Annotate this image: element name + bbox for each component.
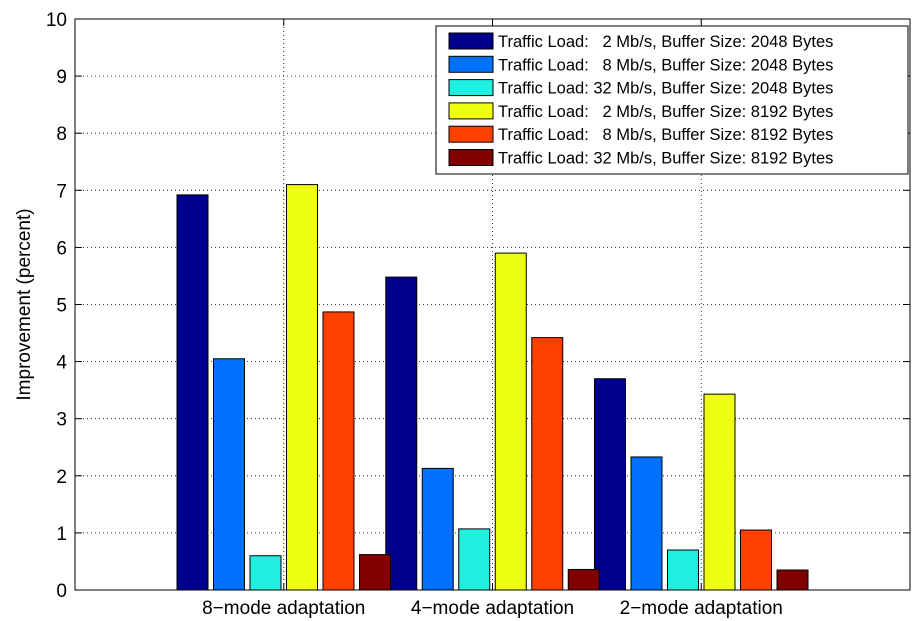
bar-series [176, 194, 626, 591]
axis-ticks [75, 18, 910, 591]
y-tick-label: 6 [56, 238, 67, 259]
y-axis-label: Improvement (percent) [14, 208, 35, 400]
bar [594, 378, 626, 591]
x-axis-tick-labels: 8−mode adaptation 4−mode adaptation 2−mode… [202, 598, 783, 619]
y-tick-label: 7 [56, 181, 67, 202]
legend-label: Traffic Load: 2 Mb/s, Buffer Size: 8192 … [498, 103, 833, 121]
y-tick-label: 5 [56, 296, 67, 317]
y-tick-label: 10 [46, 10, 67, 31]
legend-item: Traffic Load: 32 Mb/s, Buffer Size: 2048… [448, 79, 833, 98]
legend-label: Traffic Load: 2 Mb/s, Buffer Size: 2048 … [498, 33, 833, 51]
bar [531, 337, 564, 591]
bar [421, 467, 454, 591]
bar [667, 549, 699, 591]
bar [567, 568, 600, 591]
bar [249, 555, 282, 591]
legend-item: Traffic Load: 32 Mb/s, Buffer Size: 8192… [448, 149, 833, 168]
bar [322, 311, 355, 591]
legend-label: Traffic Load: 32 Mb/s, Buffer Size: 2048… [498, 80, 833, 98]
y-tick-label: 1 [56, 524, 67, 545]
legend-swatch [448, 102, 494, 120]
legend-swatch [448, 125, 494, 143]
bar [176, 194, 209, 591]
y-tick-label: 8 [56, 124, 67, 145]
legend-item: Traffic Load: 2 Mb/s, Buffer Size: 8192 … [448, 102, 833, 121]
bar-series [359, 554, 809, 591]
legend-item: Traffic Load: 2 Mb/s, Buffer Size: 2048 … [448, 32, 833, 51]
y-tick-label: 2 [56, 467, 67, 488]
legend-swatch [448, 79, 494, 97]
x-tick-label: 2−mode adaptation [620, 598, 783, 619]
bar [385, 276, 418, 591]
bars [176, 184, 809, 591]
y-tick-label: 0 [56, 581, 67, 602]
bar [458, 528, 491, 591]
legend-item: Traffic Load: 8 Mb/s, Buffer Size: 8192 … [448, 125, 833, 144]
bar-series [249, 528, 699, 591]
legend-swatch [448, 149, 494, 166]
bar [630, 456, 663, 591]
legend: Traffic Load: 2 Mb/s, Buffer Size: 2048 … [435, 25, 909, 175]
bar [286, 184, 318, 591]
y-axis-tick-labels: 0 1 2 3 4 5 6 7 8 9 10 [46, 10, 68, 602]
legend-swatch [448, 55, 494, 73]
x-tick-label: 8−mode adaptation [202, 598, 365, 619]
bar [213, 358, 245, 591]
y-tick-label: 9 [56, 67, 67, 88]
bar [740, 529, 772, 591]
legend-label: Traffic Load: 32 Mb/s, Buffer Size: 8192… [498, 150, 833, 168]
legend-label: Traffic Load: 8 Mb/s, Buffer Size: 8192 … [498, 126, 833, 144]
y-tick-label: 4 [56, 353, 67, 374]
legend-label: Traffic Load: 8 Mb/s, Buffer Size: 2048 … [498, 56, 833, 74]
bar [359, 554, 391, 591]
bar [494, 252, 527, 591]
x-tick-label: 4−mode adaptation [411, 598, 574, 619]
y-tick-label: 3 [56, 410, 67, 431]
legend-box [435, 25, 909, 175]
bar [776, 569, 809, 591]
bar [703, 393, 736, 591]
bar-series [322, 311, 772, 591]
legend-swatch [448, 32, 494, 50]
bar-series [213, 358, 663, 591]
legend-item: Traffic Load: 8 Mb/s, Buffer Size: 2048 … [448, 55, 833, 74]
